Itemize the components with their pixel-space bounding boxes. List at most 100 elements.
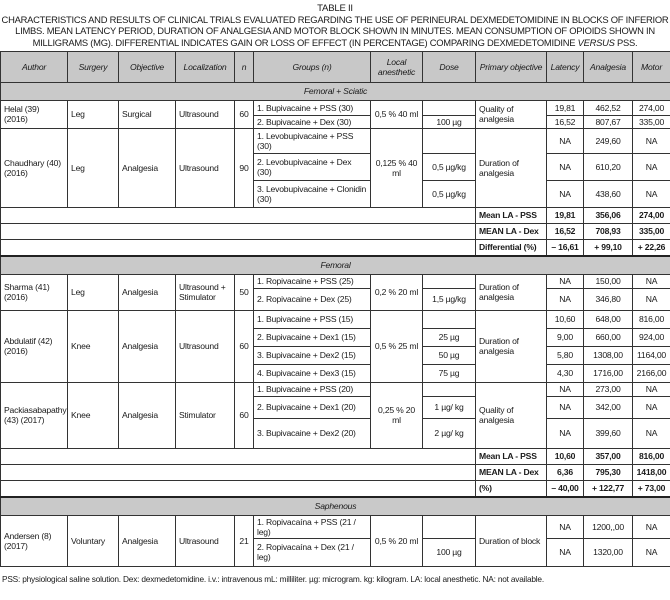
summary-analgesia: 357,00 [583,447,633,465]
latency-cell: NA [546,417,584,449]
author-cell: Andersen (8) (2017) [0,514,68,567]
surgery-cell: Leg [67,127,119,208]
column-header: n [234,50,254,83]
summary-row: Mean LA - PSS 10,60 357,00 816,00 [0,447,670,465]
group-cell: 3. Levobupivacaine + Clonidin (30) [253,179,371,208]
n-cell: 60 [234,99,254,129]
column-header: Objective [118,50,176,83]
localization-cell: Ultrasound [175,514,235,567]
motor-cell: 335,00 [632,114,670,129]
column-header: Motor [632,50,670,83]
motor-cell: 2166,00 [632,363,670,383]
summary-label: (%) [475,479,547,498]
analgesia-cell: 462,52 [583,99,633,116]
primary-objective-cell: Duration of analgesia [475,127,547,208]
group-cell: 3. Bupivacaine + Dex2 (20) [253,417,371,449]
localization-cell: Ultrasound + Stimulator [175,273,235,311]
caption-text-end: PSS. [614,36,638,48]
latency-cell: 19,81 [546,99,584,116]
analgesia-cell: 150,00 [583,273,633,289]
summary-analgesia: + 99,10 [583,238,633,257]
section-title: Femoral + Sciatic [0,81,670,101]
summary-motor: + 73,00 [632,479,670,498]
latency-cell: NA [546,179,584,208]
dose-cell [422,309,476,329]
motor-cell: 924,00 [632,327,670,347]
section-row: Femoral [0,255,670,275]
group-cell: 2. Bupivacaine + Dex (30) [253,114,371,129]
analgesia-cell: 399,60 [583,417,633,449]
dose-cell: 1 µg/ kg [422,395,476,419]
motor-cell: 816,00 [632,309,670,329]
table-row: Andersen (8) (2017) Voluntary Analgesia Ult… [0,514,670,567]
surgery-cell: Voluntary [67,514,119,567]
group-cell: 2. Ropivacaine + Dex (25) [253,287,371,311]
motor-cell: NA [632,273,670,289]
dose-cell: 100 µg [422,537,476,567]
latency-cell: NA [546,127,584,154]
column-header: Analgesia [583,50,633,83]
group-cell: 1. Levobupivacaine + PSS (30) [253,127,371,154]
group-cell: 1. Ropivacaína + PSS (21 / leg) [253,514,371,539]
dose-cell: 50 µg [422,345,476,365]
analgesia-cell: 1308,00 [583,345,633,365]
column-header: Groups (n) [253,50,371,83]
dose-cell: 100 µg [422,114,476,129]
summary-latency: – 16,61 [546,238,584,257]
motor-cell: NA [632,395,670,419]
dose-cell: 0,5 µg/kg [422,179,476,208]
author-cell: Helal (39) (2016) [0,99,68,129]
column-header: Author [0,50,68,83]
latency-cell: NA [546,152,584,181]
surgery-cell: Leg [67,99,119,129]
dose-cell [422,127,476,154]
summary-label: MEAN LA - Dex [475,463,547,481]
analgesia-cell: 1200,,00 [583,514,633,539]
latency-cell: 5,80 [546,345,584,365]
motor-cell: NA [632,179,670,208]
table-row: Sharma (41) (2016) Leg Analgesia Ultrasound… [0,273,670,311]
latency-cell: 9,00 [546,327,584,347]
latency-cell: 4,30 [546,363,584,383]
latency-cell: NA [546,287,584,311]
summary-blank [0,463,476,481]
motor-cell: NA [632,287,670,311]
analgesia-cell: 273,00 [583,381,633,397]
column-header: Dose [422,50,476,83]
group-cell: 2. Bupivacaine + Dex1 (15) [253,327,371,347]
table-row: Packiasabapathy (43) (2017) Knee Analgesia… [0,381,670,449]
n-cell: 90 [234,127,254,208]
table-row: 4. Bupivacaine + Dex3 (15) 75 µg 4,30 1716,… [1,363,670,383]
dose-cell [422,514,476,539]
localization-cell: Ultrasound [175,127,235,208]
motor-cell: 1164,00 [632,345,670,365]
latency-cell: NA [546,537,584,567]
dose-cell [422,273,476,289]
latency-cell: NA [546,395,584,419]
summary-label: Mean LA - PSS [475,447,547,465]
group-cell: 3. Bupivacaine + Dex2 (15) [253,345,371,365]
summary-label: Differential (%) [475,238,547,257]
primary-objective-cell: Duration of analgesia [475,309,547,383]
primary-objective-cell: Duration of block [475,514,547,567]
table-row: 2. Ropivacaine + Dex (25) 1,5 µg/kg NA 346,… [1,287,670,311]
analgesia-cell: 249,60 [583,127,633,154]
summary-row: Mean LA - PSS 19,81 356,06 274,00 [0,206,670,224]
table-row: Abdulatif (42) (2016) Knee Analgesia Ultras… [0,309,670,383]
group-cell: 2. Ropivacaína + Dex (21 / leg) [253,537,371,567]
summary-blank [0,479,476,498]
analgesia-cell: 648,00 [583,309,633,329]
analgesia-cell: 342,00 [583,395,633,419]
objective-cell: Analgesia [118,381,176,449]
motor-cell: NA [632,152,670,181]
summary-motor: 816,00 [632,447,670,465]
local-anesthetic-cell: 0,5 % 25 ml [370,309,423,383]
column-header: Primary objective [475,50,547,83]
local-anesthetic-cell: 0,2 % 20 ml [370,273,423,311]
caption-text: CHARACTERISTICS AND RESULTS OF CLINICAL … [1,14,669,48]
summary-motor: + 22,26 [632,238,670,257]
analgesia-cell: 1716,00 [583,363,633,383]
analgesia-cell: 1320,00 [583,537,633,567]
table-row: 3. Bupivacaine + Dex2 (20) 2 µg/ kg NA 399,… [1,417,670,449]
latency-cell: 16,52 [546,114,584,129]
